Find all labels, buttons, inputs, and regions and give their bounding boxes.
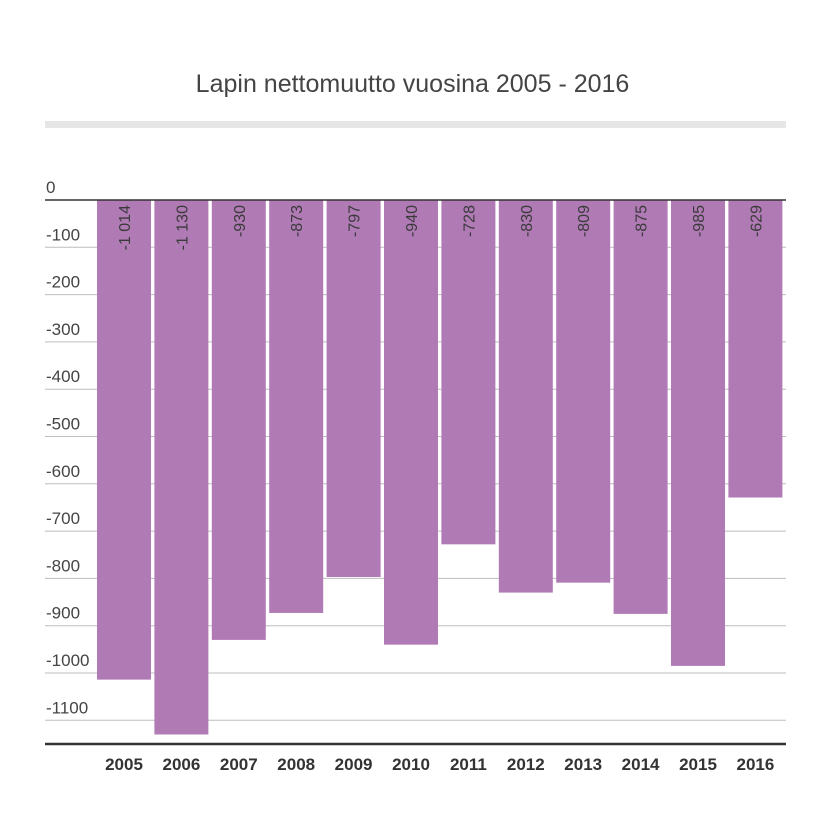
bar — [211, 200, 266, 640]
x-tick-label: 2015 — [679, 755, 717, 774]
bar — [613, 200, 668, 614]
y-tick-label: -400 — [46, 367, 80, 386]
x-tick-label: 2011 — [450, 755, 487, 774]
data-label: -830 — [519, 205, 536, 237]
x-tick-label: 2007 — [220, 755, 258, 774]
bar — [728, 200, 783, 498]
y-tick-label: -900 — [46, 604, 80, 623]
x-axis-ticks: 2005 2006 2007 2008 2009 2010 2011 2012 2013 2014… — [105, 755, 774, 774]
y-tick-label: 0 — [46, 178, 55, 197]
data-label: -809 — [576, 205, 593, 237]
x-tick-label: 2010 — [392, 755, 430, 774]
y-tick-label: -600 — [46, 462, 80, 481]
y-tick-label: -700 — [46, 509, 80, 528]
bar — [556, 200, 611, 583]
data-label: -629 — [748, 205, 765, 237]
chart-title: Lapin nettomuutto vuosina 2005 - 2016 — [195, 70, 630, 98]
x-tick-label: 2005 — [105, 755, 143, 774]
x-tick-label: 2009 — [335, 755, 373, 774]
y-tick-label: -1000 — [46, 651, 89, 670]
bar — [326, 200, 381, 577]
x-tick-label: 2016 — [736, 755, 774, 774]
y-tick-label: -1100 — [46, 698, 88, 717]
bar — [154, 200, 209, 735]
bar — [384, 200, 438, 645]
data-label: -873 — [289, 205, 306, 237]
x-tick-label: 2008 — [277, 755, 315, 774]
y-tick-label: -500 — [46, 415, 80, 434]
bar — [269, 200, 324, 613]
bar — [97, 200, 151, 680]
bars — [97, 200, 783, 735]
data-label: -1 014 — [117, 205, 134, 250]
data-label: -875 — [634, 205, 651, 237]
x-tick-label: 2013 — [564, 755, 602, 774]
y-axis-ticks: 0 -100 -200 -300 -400 -500 -600 -700 -800 -900 -10… — [46, 178, 89, 717]
data-label: -728 — [461, 205, 478, 237]
x-tick-label: 2006 — [162, 755, 200, 774]
x-tick-label: 2012 — [507, 755, 545, 774]
data-label: -930 — [232, 205, 249, 237]
y-tick-label: -800 — [46, 556, 80, 575]
data-labels: -1 014 -1 130 -930 -873 -797 -940 -728 -830 -809… — [117, 205, 765, 250]
x-tick-label: 2014 — [622, 755, 660, 774]
bar — [498, 200, 553, 593]
y-tick-label: -300 — [46, 320, 80, 339]
data-label: -1 130 — [174, 205, 191, 250]
data-label: -940 — [404, 205, 421, 237]
y-tick-label: -200 — [46, 273, 80, 292]
bar — [671, 200, 725, 666]
title-separator-band — [45, 121, 786, 128]
data-label: -797 — [347, 205, 364, 237]
data-label: -985 — [691, 205, 708, 237]
y-tick-label: -100 — [46, 225, 80, 244]
bar — [441, 200, 496, 545]
